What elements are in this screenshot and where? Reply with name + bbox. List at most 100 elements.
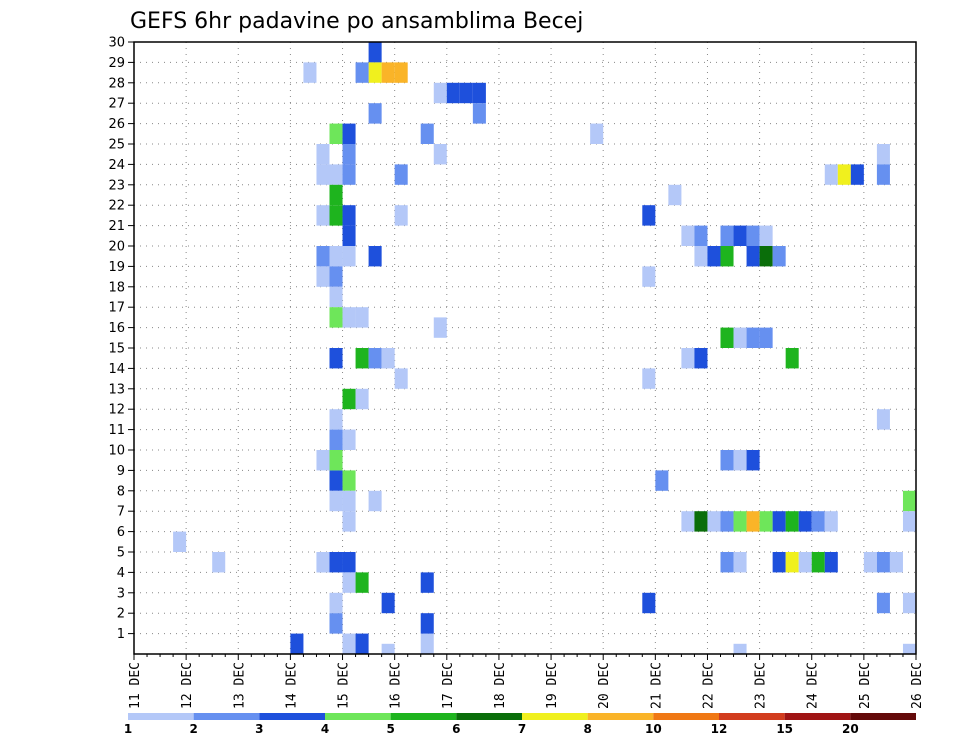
y-tick-label: 13 [108, 382, 125, 397]
heatmap-cell [902, 643, 916, 654]
y-tick-label: 26 [108, 117, 125, 132]
y-axis: 1234567891011121314151617181920212223242… [108, 36, 134, 642]
y-tick-label: 2 [117, 607, 125, 622]
heatmap-cell [316, 246, 330, 267]
heatmap-cell [655, 470, 669, 491]
colorbar-swatch [193, 713, 260, 720]
y-tick-label: 22 [108, 199, 125, 214]
y-tick-label: 29 [108, 56, 125, 71]
heatmap-cell [694, 246, 708, 267]
y-tick-label: 17 [108, 301, 125, 316]
heatmap-cell [355, 62, 369, 83]
heatmap-cell [329, 592, 343, 614]
heatmap-cell [876, 592, 890, 614]
heatmap-cell [394, 62, 408, 83]
heatmap-cell [681, 225, 695, 246]
x-tick-label: 20 DEC [597, 662, 612, 709]
heatmap-cell [472, 82, 486, 104]
heatmap-cell [329, 123, 343, 144]
heatmap-cell [329, 307, 343, 328]
heatmap-cell [355, 572, 369, 593]
heatmap-cell [355, 307, 369, 328]
heatmap-cell [290, 633, 304, 654]
y-tick-label: 21 [108, 219, 125, 234]
heatmap-cell [420, 123, 434, 144]
heatmap-cell [212, 552, 226, 573]
heatmap-cell [902, 490, 916, 512]
heatmap-cell [355, 348, 369, 369]
heatmap-cell [329, 286, 343, 308]
heatmap-cell [394, 368, 408, 389]
heatmap-cell [342, 633, 356, 654]
colorbar-label: 4 [321, 722, 329, 736]
heatmap-cell [459, 82, 473, 104]
heatmap-cell [642, 368, 656, 389]
heatmap-cell [381, 62, 395, 83]
heatmap-cell [329, 246, 343, 267]
heatmap-cell [720, 511, 734, 532]
colorbar-label: 8 [583, 722, 591, 736]
heatmap-cell [876, 144, 890, 165]
heatmap-cell [720, 327, 734, 348]
colorbar-swatch [587, 713, 654, 720]
heatmap-cell [329, 429, 343, 450]
heatmap-cell [876, 409, 890, 430]
heatmap-cell [342, 246, 356, 267]
heatmap-cell [329, 470, 343, 491]
x-tick-label: 18 DEC [493, 662, 508, 709]
x-tick-label: 21 DEC [649, 662, 664, 709]
heatmap-cell [368, 246, 382, 267]
heatmap-cell [759, 246, 773, 267]
x-tick-label: 22 DEC [701, 662, 716, 709]
colorbar-label: 7 [518, 722, 526, 736]
heatmap-cell [642, 205, 656, 226]
heatmap-cell [381, 348, 395, 369]
heatmap-cell [785, 552, 799, 573]
y-tick-label: 11 [108, 423, 125, 438]
heatmap-cell [329, 184, 343, 206]
x-tick-label: 19 DEC [545, 662, 560, 709]
heatmap-cell [746, 246, 760, 267]
heatmap-cell [316, 266, 330, 287]
y-tick-label: 15 [108, 342, 125, 357]
heatmap-cell [798, 552, 812, 573]
colorbar-swatch [522, 713, 588, 720]
heatmap-cell [668, 184, 682, 206]
y-tick-label: 18 [108, 280, 125, 295]
heatmap-cell [876, 164, 890, 185]
y-tick-label: 28 [108, 76, 125, 91]
heatmap-cell [811, 552, 825, 573]
x-tick-label: 23 DEC [754, 662, 769, 709]
heatmap-cell [433, 317, 447, 338]
x-tick-label: 15 DEC [337, 662, 352, 709]
colorbar-label: 3 [255, 722, 263, 736]
heatmap-cell [342, 307, 356, 328]
x-tick-label: 25 DEC [858, 662, 873, 709]
y-tick-label: 7 [117, 505, 125, 520]
heatmap-cell [759, 225, 773, 246]
colorbar-label: 20 [842, 722, 859, 736]
heatmap-cell [733, 327, 747, 348]
heatmap-cell [746, 225, 760, 246]
heatmap-cell [824, 164, 838, 185]
colorbar-label: 5 [386, 722, 394, 736]
heatmap-cell [472, 103, 486, 124]
heatmap-cell [824, 511, 838, 532]
heatmap-cell [707, 246, 721, 267]
y-tick-label: 14 [108, 362, 125, 377]
heatmap-cell [785, 511, 799, 532]
heatmap-cell [863, 552, 877, 573]
colorbar-swatch [390, 713, 457, 720]
heatmap-cell [342, 511, 356, 532]
heatmap-cell [811, 511, 825, 532]
heatmap-cell [720, 225, 734, 246]
heatmap-cell [446, 82, 460, 104]
heatmap-cell [355, 633, 369, 654]
heatmap-cell [824, 552, 838, 573]
colorbar-label: 1 [124, 722, 132, 736]
y-tick-label: 4 [117, 566, 125, 581]
heatmap-cell [681, 348, 695, 369]
heatmap-cell [720, 246, 734, 267]
heatmap-cell [342, 388, 356, 410]
